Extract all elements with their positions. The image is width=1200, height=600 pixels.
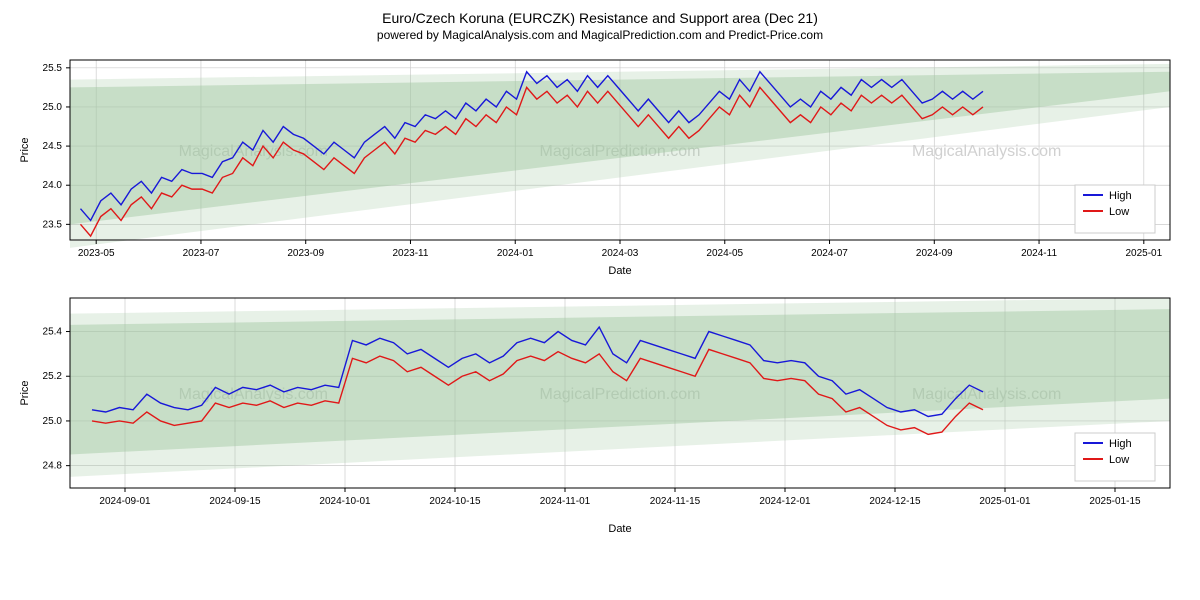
svg-text:25.0: 25.0 bbox=[43, 416, 63, 427]
svg-text:23.5: 23.5 bbox=[43, 219, 63, 230]
svg-text:2024-10-15: 2024-10-15 bbox=[429, 496, 481, 507]
svg-text:2024-09-15: 2024-09-15 bbox=[209, 496, 261, 507]
svg-text:2024-11: 2024-11 bbox=[1021, 248, 1057, 259]
svg-text:2024-03: 2024-03 bbox=[602, 248, 639, 259]
svg-text:2025-01-01: 2025-01-01 bbox=[979, 496, 1031, 507]
svg-text:High: High bbox=[1109, 438, 1132, 450]
chart-title: Euro/Czech Koruna (EURCZK) Resistance an… bbox=[8, 10, 1192, 26]
svg-text:MagicalAnalysis.com: MagicalAnalysis.com bbox=[912, 143, 1061, 160]
svg-text:24.8: 24.8 bbox=[43, 461, 63, 472]
svg-text:2025-01-15: 2025-01-15 bbox=[1089, 496, 1141, 507]
top-chart-container: MagicalAnalysis.comMagicalPrediction.com… bbox=[10, 50, 1190, 280]
svg-text:2023-05: 2023-05 bbox=[78, 248, 115, 259]
svg-text:Low: Low bbox=[1109, 206, 1129, 218]
svg-text:2023-09: 2023-09 bbox=[287, 248, 324, 259]
svg-text:2024-12-15: 2024-12-15 bbox=[869, 496, 921, 507]
chart-subtitle: powered by MagicalAnalysis.com and Magic… bbox=[8, 28, 1192, 42]
svg-text:Date: Date bbox=[608, 523, 631, 535]
svg-text:2024-05: 2024-05 bbox=[706, 248, 743, 259]
svg-text:25.4: 25.4 bbox=[43, 327, 63, 338]
svg-text:24.0: 24.0 bbox=[43, 180, 63, 191]
svg-text:2024-11-01: 2024-11-01 bbox=[540, 496, 591, 507]
svg-text:2024-07: 2024-07 bbox=[811, 248, 848, 259]
svg-text:24.5: 24.5 bbox=[43, 141, 63, 152]
svg-text:Price: Price bbox=[19, 380, 31, 405]
svg-text:2024-09-01: 2024-09-01 bbox=[99, 496, 151, 507]
bottom-chart-svg: MagicalAnalysis.comMagicalPrediction.com… bbox=[10, 288, 1190, 538]
svg-text:25.5: 25.5 bbox=[43, 63, 63, 74]
svg-text:2023-11: 2023-11 bbox=[392, 248, 428, 259]
svg-text:2023-07: 2023-07 bbox=[183, 248, 220, 259]
svg-text:2024-11-15: 2024-11-15 bbox=[650, 496, 701, 507]
svg-text:High: High bbox=[1109, 190, 1132, 202]
svg-text:25.0: 25.0 bbox=[43, 102, 63, 113]
svg-text:25.2: 25.2 bbox=[43, 371, 63, 382]
svg-text:Price: Price bbox=[19, 137, 31, 162]
svg-text:2024-01: 2024-01 bbox=[497, 248, 534, 259]
top-chart-svg: MagicalAnalysis.comMagicalPrediction.com… bbox=[10, 50, 1190, 280]
svg-text:2024-09: 2024-09 bbox=[916, 248, 953, 259]
bottom-chart-container: MagicalAnalysis.comMagicalPrediction.com… bbox=[10, 288, 1190, 538]
svg-text:2024-12-01: 2024-12-01 bbox=[759, 496, 811, 507]
svg-text:2024-10-01: 2024-10-01 bbox=[319, 496, 371, 507]
svg-text:Low: Low bbox=[1109, 454, 1129, 466]
svg-text:2025-01: 2025-01 bbox=[1125, 248, 1162, 259]
svg-text:Date: Date bbox=[608, 265, 631, 277]
